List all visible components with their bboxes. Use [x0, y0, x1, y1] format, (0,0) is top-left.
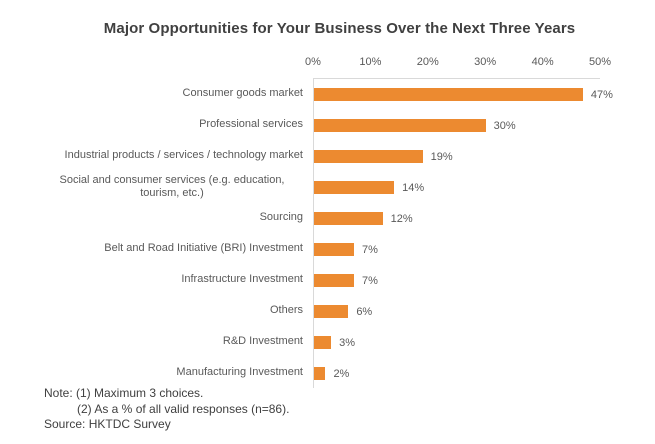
value-label: 2%: [333, 367, 350, 380]
bar: [314, 367, 326, 380]
note-line-1: Note: (1) Maximum 3 choices.: [44, 386, 204, 400]
value-label: 6%: [356, 305, 373, 318]
axis-tick-label: 30%: [474, 56, 497, 68]
category-label-text: Belt and Road Initiative (BRI) Investmen…: [104, 242, 303, 254]
category-label-text: Social and consumer services (e.g. educa…: [59, 173, 285, 199]
axis-tick-label: 50%: [588, 56, 612, 68]
bar: [314, 336, 332, 349]
category-label-text: Sourcing: [259, 211, 303, 223]
value-label: 47%: [590, 88, 613, 101]
category-label: Infrastructure Investment: [0, 264, 303, 295]
bar: [314, 88, 583, 101]
bar: [314, 243, 355, 256]
chart-row: 6%: [314, 296, 600, 327]
chart-row: 7%: [314, 234, 600, 265]
bar: [314, 181, 395, 194]
category-label-text: Professional services: [199, 118, 303, 130]
axis-tick-label: 40%: [531, 56, 554, 68]
source-line: Source: HKTDC Survey: [44, 417, 171, 431]
value-label: 30%: [493, 119, 516, 132]
value-label: 7%: [362, 274, 378, 287]
category-label: Belt and Road Initiative (BRI) Investmen…: [0, 233, 303, 264]
chart-row: 2%: [314, 358, 600, 389]
value-label: 19%: [430, 150, 453, 163]
category-label: Professional services: [0, 109, 303, 140]
chart-title: Major Opportunities for Your Business Ov…: [103, 20, 576, 37]
category-label: Consumer goods market: [0, 78, 303, 109]
category-label-text: Industrial products / services / technol…: [64, 149, 303, 161]
x-axis-ticks: 0% 10% 20% 30% 40% 50%: [305, 56, 611, 70]
category-label: Social and consumer services (e.g. educa…: [0, 171, 303, 202]
chart-row: 3%: [314, 327, 600, 358]
category-label-text: Infrastructure Investment: [181, 273, 303, 285]
chart-row: 14%: [314, 172, 600, 203]
category-label-text: Consumer goods market: [182, 87, 303, 99]
bar: [314, 305, 349, 318]
bar: [314, 150, 423, 163]
note-line-2: (2) As a % of all valid responses (n=86)…: [77, 401, 290, 416]
category-label-text: R&D Investment: [222, 335, 303, 347]
footnotes: Note: (1) Maximum 3 choices. (2) As a % …: [44, 386, 289, 433]
category-label: Manufacturing Investment: [0, 357, 303, 388]
bar: [314, 119, 486, 132]
chart-row: 47%: [314, 79, 613, 110]
bar: [314, 212, 383, 225]
category-label: Others: [0, 295, 303, 326]
chart-row: 30%: [314, 110, 600, 141]
chart-row: 19%: [314, 141, 600, 172]
axis-tick-label: 20%: [416, 56, 439, 68]
value-label: 14%: [402, 181, 425, 194]
value-label: 3%: [339, 336, 356, 349]
category-label: Industrial products / services / technol…: [0, 140, 303, 171]
bar: [314, 274, 355, 287]
value-label: 12%: [390, 212, 413, 225]
category-label-text: Manufacturing Investment: [176, 366, 303, 378]
category-axis: Consumer goods market Professional servic…: [0, 78, 303, 388]
axis-tick-label: 0%: [305, 56, 321, 68]
value-label: 7%: [362, 243, 378, 256]
category-label-text: Others: [269, 304, 303, 316]
axis-tick-label: 10%: [359, 56, 382, 68]
chart-row: 7%: [314, 265, 600, 296]
plot-area: 47% 30% 19% 14% 12% 7% 7% 6% 3% 2%: [313, 78, 613, 389]
category-label: Sourcing: [0, 202, 303, 233]
chart-row: 12%: [314, 203, 600, 234]
category-label: R&D Investment: [0, 326, 303, 357]
